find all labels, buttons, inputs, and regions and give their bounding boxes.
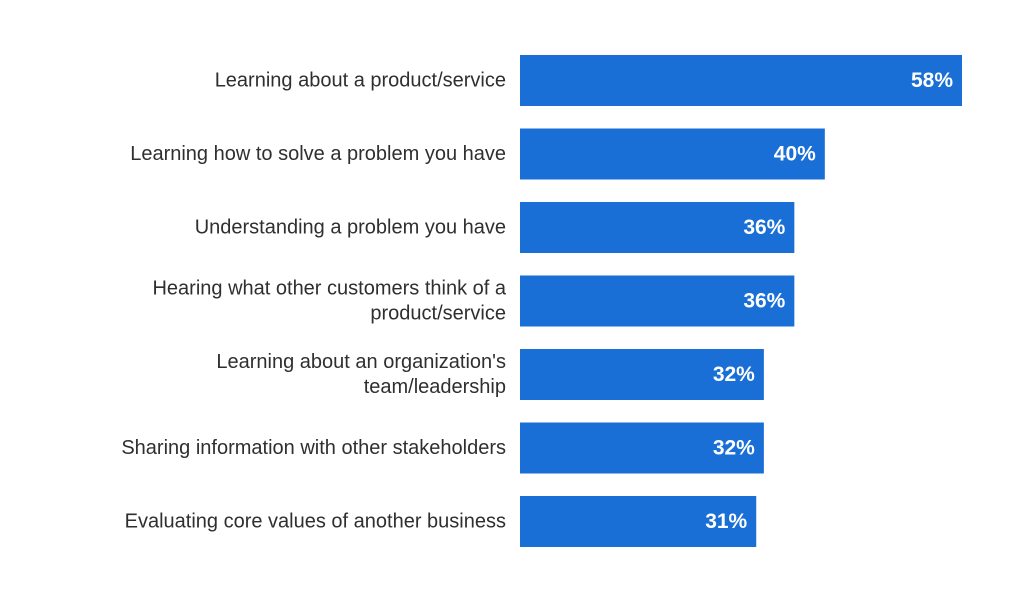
category-label-line: Learning about a product/service xyxy=(215,70,506,92)
bar-1 xyxy=(520,128,825,180)
category-label-0: Learning about a product/service xyxy=(215,70,506,92)
category-label-line: Hearing what other customers think of a xyxy=(152,278,506,300)
value-label-6: 31% xyxy=(705,510,747,533)
category-label-5: Sharing information with other stakehold… xyxy=(121,437,506,459)
value-label-3: 36% xyxy=(743,290,785,313)
category-labels-group: Learning about a product/service Learning… xyxy=(121,70,507,533)
category-label-line: Learning about an organization's xyxy=(216,351,506,373)
value-label-2: 36% xyxy=(743,216,785,239)
value-label-0: 58% xyxy=(911,69,953,92)
category-label-line: team/leadership xyxy=(364,376,506,398)
bar-5 xyxy=(520,422,764,474)
category-label-3: Hearing what other customers think of a p… xyxy=(152,278,506,325)
value-label-5: 32% xyxy=(713,437,755,460)
category-label-line: product/service xyxy=(370,303,506,325)
category-label-4: Learning about an organization's team/lea… xyxy=(216,351,506,398)
category-label-line: Evaluating core values of another busine… xyxy=(125,511,506,533)
category-label-line: Learning how to solve a problem you have xyxy=(130,143,506,165)
bar-4 xyxy=(520,349,764,400)
value-label-1: 40% xyxy=(774,143,816,166)
bar-0 xyxy=(520,55,962,106)
value-label-4: 32% xyxy=(713,363,755,386)
value-labels-group: 58% 40% 36% 36% 32% 32% 31% xyxy=(705,69,953,533)
category-label-line: Understanding a problem you have xyxy=(195,217,506,239)
bar-2 xyxy=(520,202,795,253)
bars-group xyxy=(520,55,962,547)
category-label-1: Learning how to solve a problem you have xyxy=(130,143,506,165)
bar-6 xyxy=(520,496,757,547)
bar-3 xyxy=(520,275,795,327)
category-label-2: Understanding a problem you have xyxy=(195,217,506,239)
category-label-line: Sharing information with other stakehold… xyxy=(121,437,506,459)
category-label-6: Evaluating core values of another busine… xyxy=(125,511,506,533)
